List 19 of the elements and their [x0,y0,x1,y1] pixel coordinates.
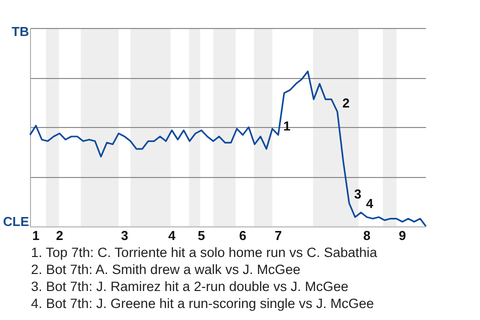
x-tick-label: 8 [363,228,371,243]
annotation: 1 [283,118,290,134]
text: TB [10,24,29,39]
x-tick-label: 4 [168,228,176,243]
text: 4. Bot 7th: J. Greene hit a run-scoring single vs J. McGee [31,295,375,312]
text: CLE [2,214,29,230]
x-tick-label: 5 [198,228,206,243]
text: 1. Top 7th: C. Torriente hit a solo home run vs C. Sabathia [31,244,378,261]
annotation: 4 [366,196,374,212]
x-tick-label: 6 [239,228,246,243]
text: 2. Bot 7th: A. Smith drew a walk vs J. McGee [31,261,302,278]
x-tick-label: 2 [56,228,64,243]
annotation: 2 [342,95,350,110]
x-tick-label: 1 [32,228,40,243]
x-tick-label: 3 [120,228,128,243]
x-tick-label: 9 [398,228,406,243]
annotation: 3 [354,186,362,202]
x-tick-label: 7 [274,228,282,243]
text: 3. Bot 7th: J. Ramirez hit a 2-run double vs J. McGee [31,278,350,295]
